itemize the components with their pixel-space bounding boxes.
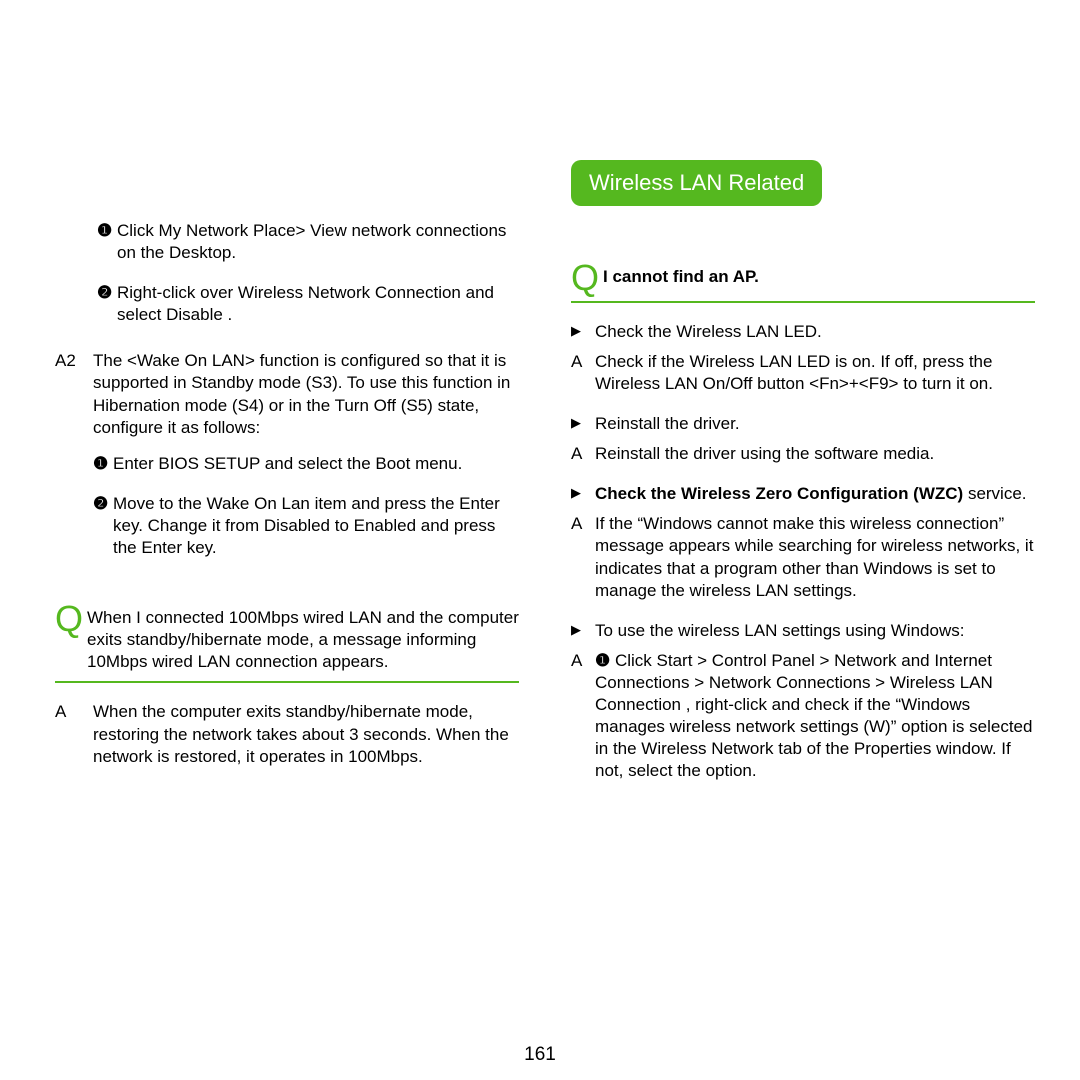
a2-step-1: ❶ Enter BIOS SETUP and select the Boot m… — [93, 453, 519, 475]
a2-step-2: ❷ Move to the Wake On Lan item and press… — [93, 493, 519, 559]
bullet-icon: ▶ — [571, 321, 595, 343]
two-column-layout: ❶ Click My Network Place> View network c… — [55, 160, 1035, 800]
circled-2-icon: ❷ — [97, 282, 117, 326]
a2-label: A2 — [55, 350, 93, 577]
right-column: Wireless LAN Related Q I cannot find an … — [571, 160, 1035, 800]
answer-text: When the computer exits standby/hibernat… — [93, 701, 519, 767]
answer-item: A If the “Windows cannot make this wirel… — [571, 513, 1035, 601]
bullet-icon: ▶ — [571, 413, 595, 435]
a2-substeps: ❶ Enter BIOS SETUP and select the Boot m… — [93, 453, 519, 559]
answer-block: A When the computer exits standby/hibern… — [55, 701, 519, 767]
page-number: 161 — [0, 1044, 1080, 1066]
answer-label: A — [571, 513, 595, 601]
a4-body: Click Start > Control Panel > Network an… — [595, 651, 1032, 780]
question-block: Q I cannot find an AP. — [571, 264, 1035, 293]
q-icon: Q — [571, 264, 599, 293]
circled-1-icon: ❶ — [595, 651, 610, 670]
answer-label: A — [571, 650, 595, 783]
a2-step-2-text: Move to the Wake On Lan item and press t… — [113, 493, 519, 559]
bullet-text: Reinstall the driver. — [595, 413, 1035, 435]
answer-text: Reinstall the driver using the software … — [595, 443, 1035, 465]
q-icon: Q — [55, 605, 83, 634]
bullet-item: ▶ Check the Wireless Zero Configuration … — [571, 483, 1035, 505]
question-divider — [55, 681, 519, 683]
answer-text: ❶ Click Start > Control Panel > Network … — [595, 650, 1035, 783]
manual-page: ❶ Click My Network Place> View network c… — [0, 0, 1080, 1080]
answer-item: A Check if the Wireless LAN LED is on. I… — [571, 351, 1035, 395]
question-divider — [571, 301, 1035, 303]
step-1-text: Click My Network Place> View network con… — [117, 220, 519, 264]
bullet-icon: ▶ — [571, 620, 595, 642]
answer-label: A — [571, 443, 595, 465]
bullet-item: ▶ To use the wireless LAN settings using… — [571, 620, 1035, 642]
answer-text: Check if the Wireless LAN LED is on. If … — [595, 351, 1035, 395]
circled-1-icon: ❶ — [93, 453, 113, 475]
answer-text: If the “Windows cannot make this wireles… — [595, 513, 1035, 601]
a2-body: The <Wake On LAN> function is configured… — [93, 350, 519, 577]
answer-item: A Reinstall the driver using the softwar… — [571, 443, 1035, 465]
step-1: ❶ Click My Network Place> View network c… — [55, 220, 519, 264]
bullet-text: Check the Wireless LAN LED. — [595, 321, 1035, 343]
answer-item: A ❶ Click Start > Control Panel > Networ… — [571, 650, 1035, 783]
step-2: ❷ Right-click over Wireless Network Conn… — [55, 282, 519, 326]
a2-step-1-text: Enter BIOS SETUP and select the Boot men… — [113, 453, 519, 475]
bullet-item: ▶ Reinstall the driver. — [571, 413, 1035, 435]
left-column: ❶ Click My Network Place> View network c… — [55, 160, 519, 800]
section-header: Wireless LAN Related — [571, 160, 822, 206]
question-text: I cannot find an AP. — [603, 264, 1035, 288]
answer-label: A — [571, 351, 595, 395]
answer-a2: A2 The <Wake On LAN> function is configu… — [55, 350, 519, 577]
bullet-rest: service. — [963, 484, 1026, 503]
bullet-bold: Check the Wireless Zero Configuration (W… — [595, 484, 963, 503]
circled-2-icon: ❷ — [93, 493, 113, 559]
circled-1-icon: ❶ — [97, 220, 117, 264]
bullet-text: Check the Wireless Zero Configuration (W… — [595, 483, 1035, 505]
bullet-item: ▶ Check the Wireless LAN LED. — [571, 321, 1035, 343]
question-block: Q When I connected 100Mbps wired LAN and… — [55, 605, 519, 673]
bullet-text: To use the wireless LAN settings using W… — [595, 620, 1035, 642]
answer-label: A — [55, 701, 93, 767]
bullet-icon: ▶ — [571, 483, 595, 505]
question-text: When I connected 100Mbps wired LAN and t… — [87, 605, 519, 673]
a2-text: The <Wake On LAN> function is configured… — [93, 351, 510, 436]
step-2-text: Right-click over Wireless Network Connec… — [117, 282, 519, 326]
